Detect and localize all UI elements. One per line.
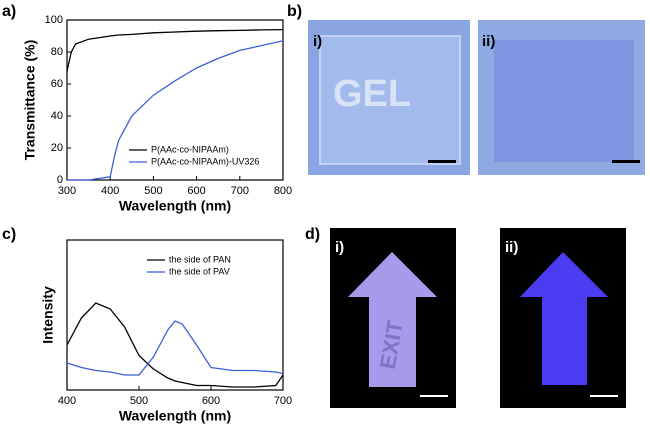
series-line (66, 28, 284, 72)
legend-label: the side of PAV (169, 266, 230, 276)
legend-label: the side of PAN (169, 254, 231, 264)
scale-bar (612, 160, 640, 163)
series-line (66, 320, 284, 376)
plot-frame (66, 19, 284, 181)
y-tick-label: 60 (51, 78, 63, 90)
x-tick-label: 400 (58, 395, 76, 407)
y-tick-label: 80 (51, 46, 63, 58)
x-tick-label: 400 (101, 185, 119, 197)
series-line (66, 302, 284, 388)
legend-label: P(AAc-co-NIPAAm) (151, 144, 229, 154)
gel-sheet (319, 35, 461, 165)
x-tick-label: 500 (130, 395, 148, 407)
x-tick-label: 600 (187, 185, 205, 197)
scale-bar (428, 160, 456, 163)
arrow (348, 252, 437, 387)
y-tick-label: 40 (51, 110, 63, 122)
sub-label: i) (335, 239, 344, 256)
x-tick-label: 800 (274, 185, 292, 197)
scale-bar (590, 395, 618, 397)
y-tick-label: 100 (45, 14, 63, 26)
legend-label: P(AAc-co-NIPAAm)-UV326 (151, 156, 259, 166)
y-tick-label: 0 (57, 174, 63, 186)
x-tick-label: 300 (58, 185, 76, 197)
panel-label: b) (287, 3, 302, 20)
panel-label: a) (2, 3, 16, 20)
x-axis-label: Wavelength (nm) (119, 408, 231, 424)
sub-label: i) (313, 33, 322, 50)
x-tick-label: 700 (274, 395, 292, 407)
gel-sheet (494, 40, 634, 162)
panel-label: d) (305, 226, 320, 243)
gel-text: GEL (333, 73, 411, 115)
x-tick-label: 700 (231, 185, 249, 197)
photo-d: EXIT i) ii) (330, 228, 626, 408)
photo-b: GEL i) ii) (308, 20, 645, 175)
plot-frame (66, 239, 284, 391)
y-axis-label: Transmittance (%) (22, 40, 38, 161)
sub-label: ii) (505, 239, 518, 256)
x-axis-label: Wavelength (nm) (119, 198, 231, 214)
x-tick-label: 500 (144, 185, 162, 197)
x-tick-label: 600 (202, 395, 220, 407)
arrow (520, 252, 608, 385)
scale-bar (420, 395, 448, 397)
sub-label: ii) (482, 33, 495, 50)
y-tick-label: 20 (51, 142, 63, 154)
y-axis-label: Intensity (40, 286, 56, 344)
series-line (67, 40, 284, 181)
panel-label: c) (2, 226, 16, 243)
